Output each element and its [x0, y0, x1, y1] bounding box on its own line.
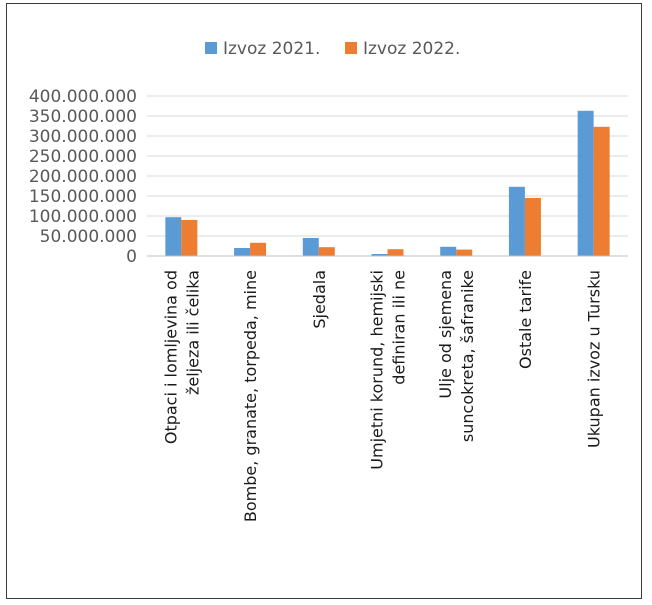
bars — [165, 110, 610, 256]
bar-chart: Izvoz 2021. Izvoz 2022. 050.000.000100.00… — [29, 39, 628, 522]
bar-series-1 — [165, 217, 182, 256]
bar-series-2 — [524, 198, 541, 256]
category-label-line: definiran ili ne — [390, 270, 409, 385]
y-tick-label: 400.000.000 — [29, 87, 137, 107]
category-label-line: Ulje od sjemena — [436, 270, 455, 399]
chart-frame: Izvoz 2021. Izvoz 2022. 0 50.000.000 100.00… — [6, 3, 642, 599]
bar-series-1 — [440, 246, 457, 256]
y-tick-label: 150.000.000 — [29, 187, 137, 207]
category-label: Bombe, granate, torpeda, mine — [241, 270, 260, 522]
legend-swatch — [205, 42, 217, 54]
legend-label: Izvoz 2022. — [363, 39, 460, 59]
category-label-line: Umjetni korund, hemijski — [368, 270, 387, 470]
category-label: Ulje od sjemena suncokreta, šafranike — [436, 270, 477, 442]
y-tick-label: 100.000.000 — [29, 207, 137, 227]
bar-series-1 — [577, 110, 594, 256]
category-label-line: Sjedala — [310, 270, 329, 329]
category-label: Sjedala — [310, 270, 329, 329]
category-label: Ostale tarife — [516, 270, 535, 369]
bar-series-1 — [234, 248, 251, 256]
category-label-line: Otpaci i lomljevina od — [161, 270, 180, 444]
category-label: Otpaci i lomljevina od željeza ili čelika — [161, 270, 202, 444]
y-axis-tick-labels: 050.000.000100.000.000150.000.000200.000… — [29, 87, 137, 267]
category-label-line: željeza ili čelika — [183, 270, 202, 395]
bar-series-2 — [456, 249, 473, 256]
category-label-line: Bombe, granate, torpeda, mine — [241, 270, 260, 522]
y-tick-label: 350.000.000 — [29, 107, 137, 127]
category-label: Umjetni korund, hemijski definiran ili ne — [368, 270, 409, 470]
y-tick-label: 0 — [126, 247, 137, 267]
legend-label: Izvoz 2021. — [223, 39, 320, 59]
category-labels: Otpaci i lomljevina od željeza ili čelika… — [161, 270, 603, 522]
bar-series-2 — [593, 126, 610, 256]
bar-series-1 — [508, 186, 525, 256]
bar-series-2 — [250, 242, 267, 256]
bar-series-2 — [181, 220, 198, 256]
category-label-line: suncokreta, šafranike — [458, 270, 477, 442]
legend: Izvoz 2021. Izvoz 2022. — [205, 39, 460, 59]
y-tick-label: 300.000.000 — [29, 127, 137, 147]
bar-series-2 — [387, 249, 404, 256]
bar-series-1 — [371, 254, 388, 256]
category-label-line: Ostale tarife — [516, 270, 535, 369]
category-label: Ukupan izvoz u Tursku — [585, 270, 604, 448]
y-tick-label: 250.000.000 — [29, 147, 137, 167]
y-tick-label: 200.000.000 — [29, 167, 137, 187]
bar-series-1 — [302, 238, 319, 256]
gridlines — [147, 95, 628, 257]
category-label-line: Ukupan izvoz u Tursku — [585, 270, 604, 448]
bar-series-2 — [318, 247, 335, 256]
y-tick-label: 50.000.000 — [40, 227, 137, 247]
legend-swatch — [345, 42, 357, 54]
